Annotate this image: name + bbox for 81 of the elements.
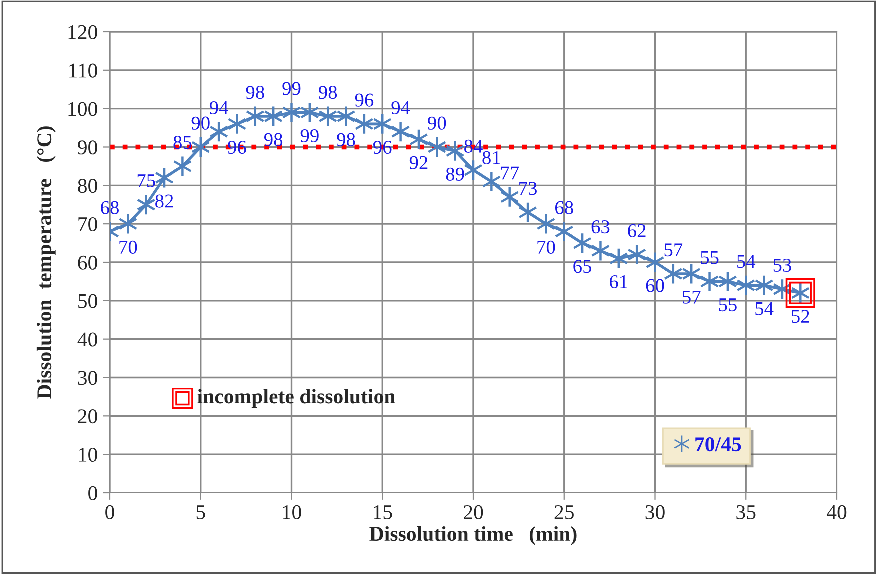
data-label: 98: [246, 86, 264, 100]
y-axis-title: Dissolution temperature (°C): [36, 126, 56, 399]
point: [428, 136, 447, 158]
data-label: 60: [646, 279, 664, 292]
y-tick-label: 60: [78, 256, 98, 270]
data-label: 63: [592, 220, 610, 234]
annotation: incomplete dissolution: [198, 389, 396, 408]
data-label: 90: [428, 116, 446, 130]
data-label: 99: [282, 82, 301, 96]
y-tick-label: 90: [78, 140, 98, 155]
data-label: 54: [756, 302, 774, 316]
data-label: 96: [374, 141, 392, 154]
y-tick-label: 110: [70, 64, 98, 78]
y-tick-label: 30: [78, 371, 98, 386]
x-tick-label: 20: [464, 505, 484, 520]
x-tick-label: 40: [826, 505, 847, 520]
data-label: 57: [683, 290, 701, 304]
data-label: 98: [337, 133, 356, 146]
data-label: 82: [156, 194, 174, 208]
x-tick-label: 35: [736, 505, 756, 520]
data-label: 70: [120, 240, 138, 254]
y-tick-label: 80: [78, 179, 98, 194]
data-label: 54: [738, 255, 756, 268]
data-label: 90: [192, 116, 210, 130]
data-label: 53: [774, 258, 792, 272]
point: [500, 186, 520, 208]
data-label: 52: [792, 310, 810, 324]
point: [591, 240, 610, 262]
point: [136, 194, 156, 216]
data-label: 75: [138, 174, 156, 188]
y-tick-label: 120: [68, 25, 98, 40]
data-label: 99: [300, 129, 319, 143]
data-label: 55: [719, 298, 737, 312]
x-tick-label: 15: [374, 506, 392, 520]
data-label: 68: [101, 201, 119, 214]
data-label: 92: [410, 156, 428, 170]
data-label: 96: [228, 141, 246, 154]
x-tick-label: 10: [283, 505, 302, 520]
y-tick-label: 10: [79, 448, 98, 462]
data-label: 81: [482, 151, 500, 164]
point: [282, 102, 302, 124]
point: [446, 140, 465, 162]
x-tick-label: 5: [196, 506, 206, 520]
y-tick-label: 50: [78, 294, 98, 308]
y-tick-label: 100: [68, 102, 98, 116]
y-tick-label: 40: [78, 332, 98, 347]
data-label: 61: [610, 275, 628, 289]
data-label: 57: [664, 244, 683, 257]
legend-label: 70/45: [696, 438, 742, 452]
data-label: 98: [264, 133, 283, 146]
data-label: 65: [574, 260, 592, 274]
point: [646, 252, 665, 274]
data-label: 89: [446, 168, 464, 181]
data-label: 85: [174, 136, 192, 150]
data-label: 98: [319, 86, 338, 100]
data-label: 70: [538, 240, 556, 254]
y-tick-label: 70: [78, 217, 98, 232]
data-label: 73: [520, 182, 537, 196]
point: [482, 170, 502, 193]
point: [228, 113, 247, 136]
x-tick-label: 25: [554, 505, 574, 520]
x-tick-label: 30: [646, 505, 665, 520]
data-label: 94: [210, 101, 228, 115]
data-label: 62: [628, 224, 646, 238]
data-label: 68: [555, 201, 574, 214]
data-label: 94: [392, 101, 410, 115]
data-label: 55: [701, 251, 719, 264]
y-tick-label: 0: [88, 486, 98, 500]
data-label: 77: [501, 166, 520, 180]
point: [391, 121, 410, 143]
point: [754, 274, 774, 296]
x-axis-title: Dissolution time (min): [370, 526, 577, 546]
point: [173, 156, 192, 178]
point: [536, 213, 556, 235]
y-tick-label: 20: [78, 410, 98, 424]
x-tick-label: 0: [106, 505, 114, 520]
point: [118, 213, 138, 235]
data-label: 84: [464, 140, 483, 153]
data-label: 96: [355, 94, 374, 107]
point: [336, 106, 356, 128]
point: [700, 270, 720, 293]
